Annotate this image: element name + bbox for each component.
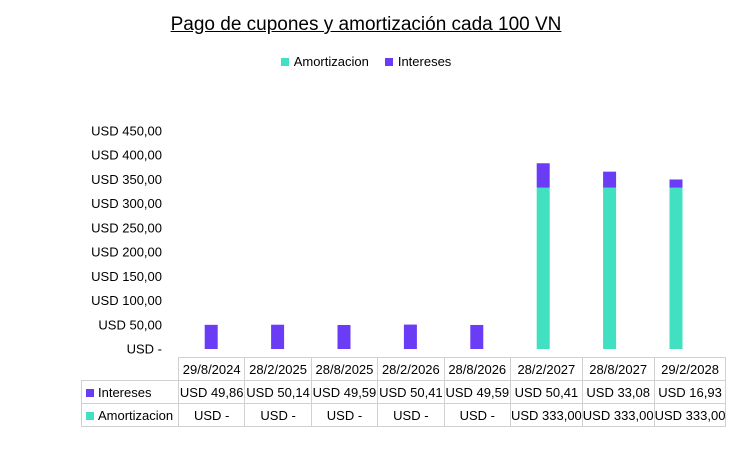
x-tick-label: 28/8/2025 (310, 357, 379, 381)
data-label: USD 49,59 (310, 380, 379, 404)
plot-area: USD - USD 50,00 USD 100,00 USD 150,00 USD 20… (91, 124, 683, 357)
x-tick-label: 28/2/2027 (509, 357, 583, 381)
data-label: USD 16,93 (653, 380, 727, 404)
table-row-header: Intereses (81, 380, 179, 404)
legend-label: Intereses (397, 54, 452, 69)
bar-intereses-7 (669, 179, 683, 188)
legend-swatch (86, 412, 94, 421)
data-label: USD - (443, 403, 511, 427)
data-label: USD - (177, 403, 246, 427)
chart-title: Pago de cupones y amortización cada 100 … (170, 14, 562, 35)
bar-intereses-4 (470, 324, 484, 349)
table-row-intereses: Intereses USD 49,86 USD 50,14 USD 49,59 USD … (81, 380, 727, 404)
table-row-label: Intereses (98, 384, 152, 400)
y-tick-label: USD 250,00 (91, 220, 162, 235)
legend: Amortizacion Intereses (0, 54, 732, 69)
bar-intereses-2 (337, 324, 351, 349)
bar-intereses-5 (536, 163, 550, 188)
x-tick-label: 28/8/2027 (581, 357, 655, 381)
table-row-header: Amortizacion (81, 403, 179, 427)
y-tick-label: USD 150,00 (91, 269, 162, 284)
data-label: USD 333,00 (581, 403, 655, 427)
y-tick-label: USD 100,00 (91, 293, 162, 308)
data-label: USD 49,59 (443, 380, 511, 404)
data-label: USD 50,41 (509, 380, 583, 404)
data-label: USD - (377, 403, 445, 427)
table-header-row: 29/8/2024 28/2/2025 28/8/2025 28/2/2026 28/8… (81, 357, 727, 381)
legend-swatch (384, 57, 393, 66)
y-tick-label: USD - (127, 342, 162, 357)
legend-swatch (280, 57, 289, 66)
y-tick-label: USD 400,00 (91, 148, 162, 163)
x-tick-label: 29/8/2024 (177, 357, 246, 381)
data-label: USD - (244, 403, 312, 427)
x-tick-label: 28/2/2026 (377, 357, 445, 381)
data-label: USD - (310, 403, 379, 427)
table-row-amortizacion: Amortizacion USD - USD - USD - USD - USD - USD… (81, 403, 727, 427)
y-tick-label: USD 350,00 (91, 172, 162, 187)
data-label: USD 50,14 (244, 380, 312, 404)
bar-intereses-3 (403, 324, 417, 349)
y-tick-label: USD 300,00 (91, 196, 162, 211)
bar-amortizacion-6 (603, 187, 617, 349)
data-label: USD 49,86 (177, 380, 246, 404)
x-tick-label: 28/2/2025 (244, 357, 312, 381)
legend-item-intereses: Intereses (384, 54, 452, 69)
y-tick-label: USD 200,00 (91, 245, 162, 260)
legend-swatch (86, 389, 94, 398)
bar-amortizacion-5 (536, 187, 550, 349)
data-label: USD 333,00 (653, 403, 727, 427)
bar-amortizacion-7 (669, 187, 683, 349)
table-corner (81, 357, 179, 381)
legend-label: Amortizacion (293, 54, 369, 69)
y-tick-label: USD 450,00 (91, 124, 162, 139)
legend-item-amortizacion: Amortizacion (280, 54, 369, 69)
bar-intereses-1 (271, 324, 285, 349)
data-label: USD 33,08 (581, 380, 655, 404)
data-table: 29/8/2024 28/2/2025 28/8/2025 28/2/2026 28/8… (81, 357, 727, 427)
data-label: USD 50,41 (377, 380, 445, 404)
bar-intereses-6 (603, 171, 617, 188)
table-row-label: Amortizacion (98, 407, 174, 423)
x-tick-label: 28/8/2026 (443, 357, 511, 381)
data-label: USD 333,00 (509, 403, 583, 427)
bar-intereses-0 (204, 324, 218, 349)
x-tick-label: 29/2/2028 (653, 357, 727, 381)
y-tick-label: USD 50,00 (98, 317, 162, 332)
